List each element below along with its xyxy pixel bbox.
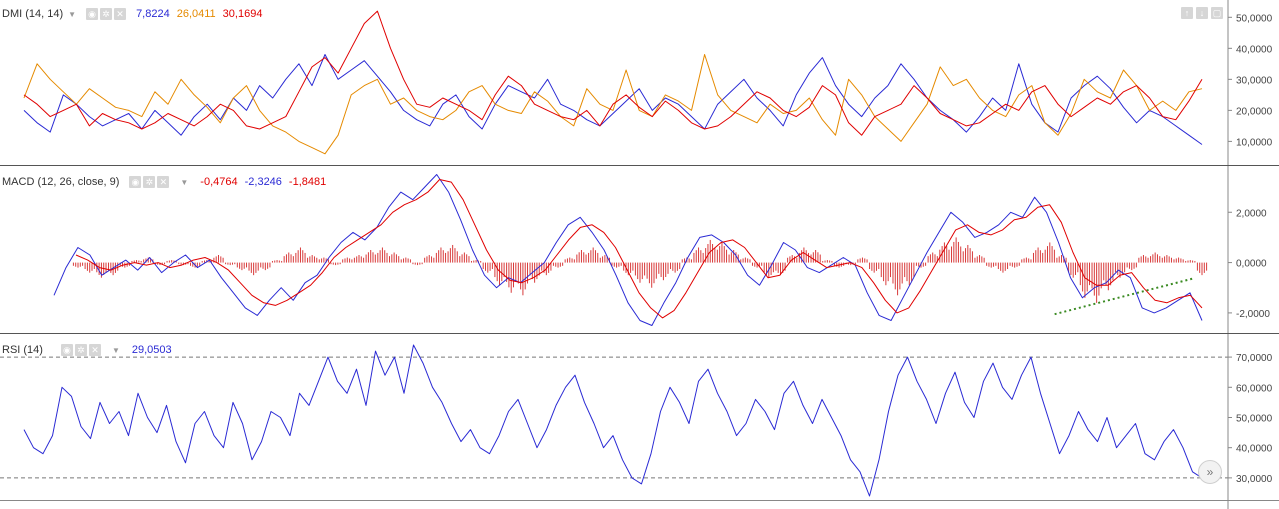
eye-icon[interactable]: ◉ — [86, 8, 99, 20]
macd-legend: MACD (12, 26, close, 9) ◉ ✲ ✕ ▼ -0,4764 … — [2, 174, 329, 190]
macd-title: MACD (12, 26, close, 9) — [2, 176, 120, 188]
macd-value-2: -2,3246 — [244, 176, 282, 188]
y-tick-label: 0,0000 — [1236, 259, 1267, 270]
maximize-icon[interactable]: ▢ — [1211, 7, 1223, 19]
double-chevron-right-icon[interactable]: » — [1198, 460, 1222, 484]
eye-icon[interactable]: ◉ — [60, 344, 73, 356]
y-tick-label: -2,0000 — [1236, 309, 1270, 320]
dmi-value-3: 30,1694 — [222, 8, 263, 20]
arrow-down-icon[interactable]: ↓ — [1196, 7, 1208, 19]
y-tick-label: 10,0000 — [1236, 137, 1273, 148]
chevron-down-icon[interactable]: ▼ — [68, 9, 77, 19]
macd-value-3: -1,8481 — [288, 176, 327, 188]
close-icon[interactable]: ✕ — [157, 176, 170, 188]
series-line-1 — [53, 174, 1203, 326]
y-tick-label: 60,0000 — [1236, 383, 1273, 394]
dmi-legend: DMI (14, 14) ▼ ◉ ✲ ✕ 7,8224 26,0411 30,1… — [2, 6, 265, 22]
series-line-3 — [23, 10, 1203, 136]
y-tick-label: 2,0000 — [1236, 208, 1267, 219]
y-tick-label: 50,0000 — [1236, 13, 1273, 24]
macd-controls: ◉ ✲ ✕ — [129, 176, 170, 188]
arrow-up-icon[interactable]: ↑ — [1181, 7, 1193, 19]
chevron-down-icon[interactable]: ▼ — [180, 177, 189, 187]
rsi-controls: ◉ ✲ ✕ — [60, 344, 101, 356]
gear-icon[interactable]: ✲ — [100, 8, 113, 20]
series-line-1 — [23, 54, 1203, 145]
dmi-value-2: 26,0411 — [176, 8, 216, 20]
y-tick-label: 30,0000 — [1236, 75, 1273, 86]
y-tick-label: 20,0000 — [1236, 106, 1273, 117]
pane-tools: ↑ ↓ ▢ — [1181, 7, 1223, 19]
y-tick-label: 30,0000 — [1236, 474, 1273, 485]
y-tick-label: 40,0000 — [1236, 44, 1273, 55]
y-tick-label: 50,0000 — [1236, 413, 1273, 424]
trend-line[interactable] — [1054, 277, 1195, 316]
gear-icon[interactable]: ✲ — [143, 176, 156, 188]
dmi-title: DMI (14, 14) — [2, 8, 64, 20]
series-line-2 — [75, 179, 1203, 319]
rsi-legend: RSI (14) ◉ ✲ ✕ ▼ 29,0503 — [2, 342, 175, 358]
dmi-controls: ◉ ✲ ✕ — [86, 8, 127, 20]
series-line-1 — [23, 344, 1203, 497]
close-icon[interactable]: ✕ — [114, 8, 127, 20]
series-line-2 — [23, 54, 1203, 155]
eye-icon[interactable]: ◉ — [129, 176, 142, 188]
gear-icon[interactable]: ✲ — [74, 344, 87, 356]
rsi-title: RSI (14) — [2, 344, 43, 356]
dmi-value-1: 7,8224 — [136, 8, 170, 20]
macd-value-1: -0,4764 — [200, 176, 238, 188]
chevron-down-icon[interactable]: ▼ — [111, 345, 120, 355]
y-tick-label: 40,0000 — [1236, 444, 1273, 455]
y-tick-label: 70,0000 — [1236, 353, 1273, 364]
close-icon[interactable]: ✕ — [88, 344, 101, 356]
rsi-value: 29,0503 — [131, 344, 172, 356]
